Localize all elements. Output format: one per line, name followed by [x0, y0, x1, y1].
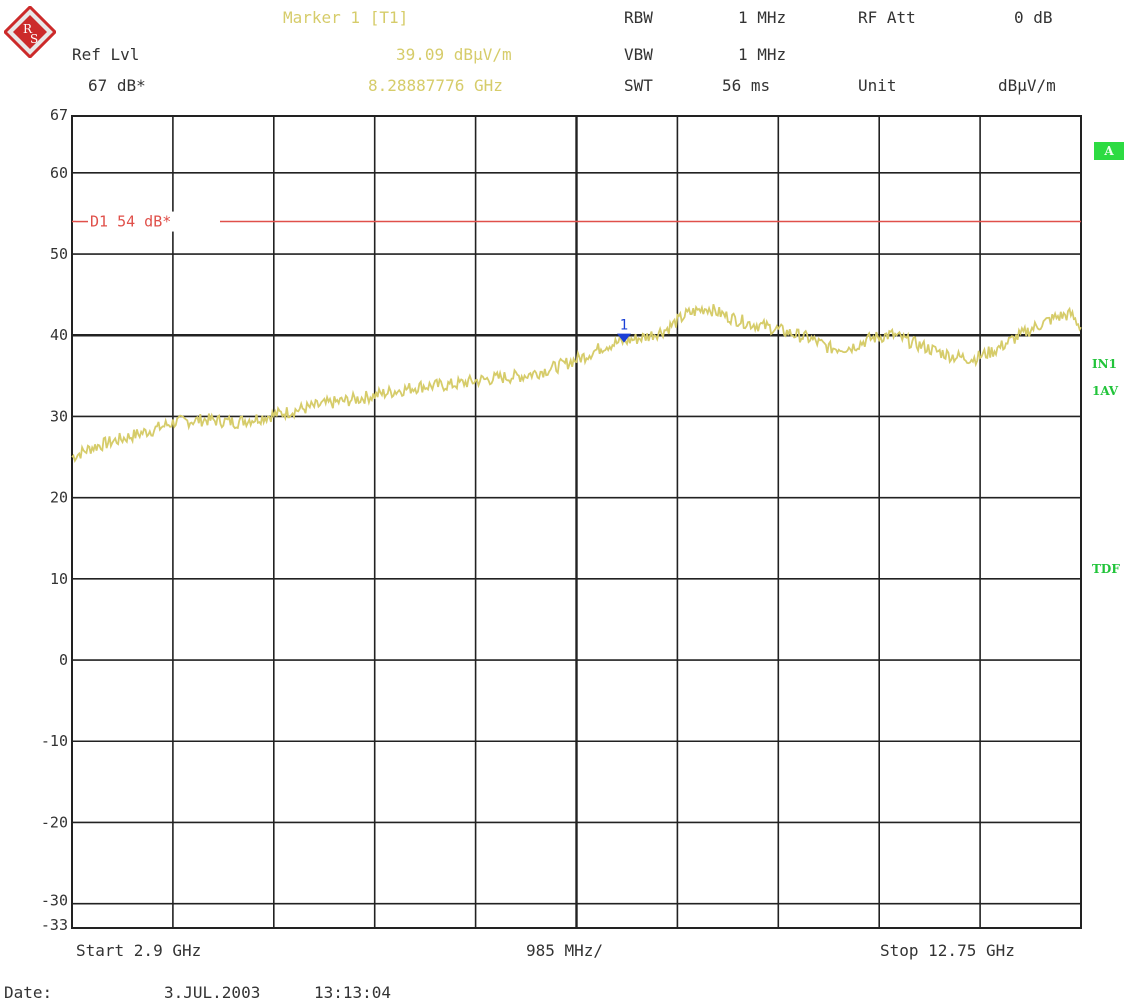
y-tick-label: 50	[50, 245, 68, 263]
marker-label: 1	[620, 318, 628, 334]
time-value: 13:13:04	[314, 983, 392, 1002]
svg-text:R: R	[23, 22, 33, 36]
rf-att-label: RF Att	[858, 8, 916, 27]
start-frequency: Start 2.9 GHz	[76, 941, 202, 960]
marker-triangle	[617, 333, 632, 343]
y-tick-label: 40	[50, 326, 68, 344]
y-tick-label: -33	[41, 916, 68, 934]
unit-label: Unit	[858, 76, 897, 95]
marker-level: 39.09 dBµV/m	[396, 45, 512, 64]
y-tick-labels: 67 60 50 40 30 20 10 0 -10 -20 -30 -33	[41, 106, 68, 934]
y-tick-label: 20	[50, 489, 68, 507]
stop-frequency: Stop 12.75 GHz	[880, 941, 1015, 960]
swt-value: 56 ms	[722, 76, 771, 95]
y-tick-label: 60	[50, 164, 68, 182]
y-tick-label: -20	[41, 813, 68, 831]
marker-frequency: 8.28887776 GHz	[368, 76, 503, 95]
limit-line-label: D1 54 dB*	[90, 213, 171, 231]
trace-group	[71, 303, 1082, 463]
rohde-schwarz-logo: R S	[4, 6, 56, 58]
input-status-label: IN1	[1092, 357, 1117, 371]
y-tick-label: 67	[50, 106, 68, 124]
trace-line	[71, 303, 1082, 463]
vbw-label: VBW	[624, 45, 653, 64]
unit-value: dBµV/m	[998, 76, 1056, 95]
y-tick-label: 10	[50, 570, 68, 588]
rf-att-value: 0 dB	[1014, 8, 1053, 27]
ref-lvl-label: Ref Lvl	[72, 45, 140, 64]
transducer-status-label: TDF	[1092, 562, 1120, 576]
trace-a-badge: A	[1094, 142, 1124, 160]
vbw-value: 1 MHz	[738, 45, 787, 64]
date-label: Date:	[4, 983, 53, 1002]
svg-text:S: S	[30, 32, 38, 46]
y-tick-label: 30	[50, 407, 68, 425]
limit-line-label-bg	[76, 211, 240, 232]
rbw-value: 1 MHz	[738, 8, 787, 27]
limit-line-group: D1 54 dB*	[72, 211, 1081, 232]
date-value: 3.JUL.2003	[164, 983, 261, 1002]
ref-lvl-value: 67 dB*	[88, 76, 146, 95]
y-tick-label: 0	[59, 651, 68, 669]
marker-title: Marker 1 [T1]	[283, 8, 409, 27]
plot-grid	[71, 115, 1082, 929]
detector-status-label: 1AV	[1092, 384, 1119, 398]
y-tick-label: -10	[41, 732, 68, 750]
span-per-division: 985 MHz/	[526, 941, 604, 960]
y-tick-label: -30	[41, 892, 68, 910]
marker-group: 1	[617, 318, 632, 343]
rbw-label: RBW	[624, 8, 653, 27]
swt-label: SWT	[624, 76, 653, 95]
